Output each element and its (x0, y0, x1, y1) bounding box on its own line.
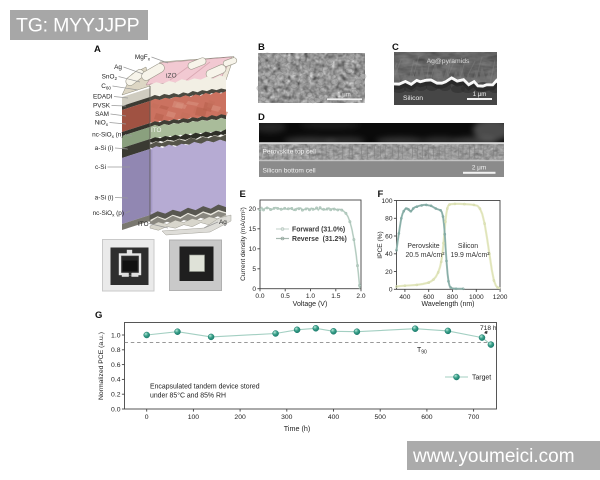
svg-text:Ag: Ag (114, 64, 122, 71)
svg-text:100: 100 (188, 414, 200, 421)
svg-text:0: 0 (145, 414, 149, 421)
svg-text:ITO: ITO (138, 221, 149, 228)
svg-text:ITO: ITO (151, 127, 161, 134)
svg-text:Time (h): Time (h) (284, 424, 311, 433)
svg-text:0.6: 0.6 (111, 362, 121, 369)
svg-text:1.0: 1.0 (306, 293, 315, 300)
svg-text:0.0: 0.0 (255, 293, 264, 300)
svg-text:Ag: Ag (219, 219, 227, 226)
svg-text:Target: Target (472, 375, 491, 382)
svg-text:0: 0 (252, 286, 256, 293)
svg-text:15: 15 (249, 226, 257, 233)
svg-text:2.0: 2.0 (356, 293, 365, 300)
svg-text:C: C (392, 42, 399, 53)
svg-text:0: 0 (389, 287, 393, 294)
svg-text:10: 10 (249, 246, 257, 253)
svg-text:G: G (95, 310, 102, 321)
svg-text:300: 300 (281, 414, 293, 421)
svg-text:a-Si (i): a-Si (i) (95, 195, 114, 202)
svg-text:5: 5 (252, 266, 256, 273)
svg-text:20.5 mA/cm²: 20.5 mA/cm² (405, 252, 445, 259)
svg-text:0.5: 0.5 (281, 293, 290, 300)
svg-text:a-Si (i): a-Si (i) (95, 145, 114, 152)
svg-text:1.5: 1.5 (331, 293, 340, 300)
svg-text:400: 400 (328, 414, 340, 421)
svg-text:MgFx: MgFx (135, 54, 151, 62)
svg-text:Voltage (V): Voltage (V) (293, 301, 328, 308)
svg-text:Reverse (31.2%): Reverse (31.2%) (292, 236, 347, 243)
svg-text:Perovskite: Perovskite (407, 243, 439, 250)
svg-text:40: 40 (385, 251, 393, 258)
svg-text:EDADI: EDADI (93, 94, 113, 101)
svg-text:700: 700 (468, 414, 480, 421)
svg-text:20: 20 (385, 269, 393, 276)
svg-text:80: 80 (385, 216, 393, 223)
svg-text:SAM: SAM (95, 111, 109, 118)
svg-text:SnO2: SnO2 (102, 74, 118, 82)
svg-text:NiOx: NiOx (95, 120, 109, 128)
svg-text:Silicon bottom cell: Silicon bottom cell (263, 168, 317, 175)
svg-text:www.youmeici.com: www.youmeici.com (412, 446, 575, 467)
svg-text:Perovskite top cell: Perovskite top cell (263, 149, 317, 156)
svg-text:100: 100 (381, 198, 392, 205)
svg-text:1 μm: 1 μm (337, 93, 350, 99)
svg-text:718 h: 718 h (480, 325, 497, 332)
svg-text:T90: T90 (417, 347, 427, 356)
svg-text:600: 600 (423, 294, 434, 301)
svg-text:500: 500 (375, 414, 387, 421)
svg-text:nc-SiOx (n): nc-SiOx (n) (92, 132, 123, 140)
svg-text:Current density (mA/cm²): Current density (mA/cm²) (240, 207, 247, 281)
svg-text:E: E (240, 189, 246, 200)
svg-text:under 85°C and 85% RH: under 85°C and 85% RH (150, 391, 226, 399)
svg-text:B: B (258, 42, 265, 53)
svg-text:0.4: 0.4 (111, 377, 121, 384)
svg-text:IPCE (%): IPCE (%) (377, 231, 384, 258)
svg-text:c-Si: c-Si (95, 164, 106, 171)
svg-text:D: D (258, 112, 265, 123)
svg-text:19.9 mA/cm²: 19.9 mA/cm² (450, 252, 490, 259)
svg-text:0.8: 0.8 (111, 347, 121, 354)
svg-text:nc-SiOx (p): nc-SiOx (p) (93, 210, 124, 218)
svg-text:TG: MYYJJPP: TG: MYYJJPP (16, 15, 139, 37)
svg-text:IZO: IZO (166, 72, 177, 80)
svg-text:C60: C60 (101, 83, 111, 91)
svg-text:Encapsulated tandem device sto: Encapsulated tandem device stored (150, 384, 260, 391)
svg-text:Wavelength (nm): Wavelength (nm) (421, 301, 474, 308)
svg-text:1200: 1200 (493, 294, 508, 301)
svg-text:F: F (378, 189, 384, 200)
svg-text:Silicon: Silicon (403, 95, 423, 102)
svg-text:0.0: 0.0 (111, 406, 121, 413)
svg-text:Ag@pyramids: Ag@pyramids (427, 58, 470, 65)
svg-text:0.2: 0.2 (111, 392, 121, 399)
svg-text:400: 400 (399, 294, 410, 301)
svg-text:Normalized PCE (a.u.): Normalized PCE (a.u.) (98, 332, 105, 400)
svg-text:1 μm: 1 μm (473, 92, 486, 98)
svg-text:Silicon: Silicon (458, 243, 478, 250)
svg-text:200: 200 (234, 414, 246, 421)
svg-text:Forward (31.0%): Forward (31.0%) (292, 227, 345, 234)
svg-text:1000: 1000 (469, 294, 484, 301)
svg-text:PVSK: PVSK (93, 103, 111, 110)
svg-text:2 μm: 2 μm (472, 165, 486, 172)
svg-text:800: 800 (447, 294, 458, 301)
svg-text:A: A (94, 44, 101, 55)
svg-text:600: 600 (421, 414, 433, 421)
svg-text:60: 60 (385, 233, 393, 240)
svg-text:1.0: 1.0 (111, 332, 121, 339)
svg-text:20: 20 (249, 206, 257, 213)
